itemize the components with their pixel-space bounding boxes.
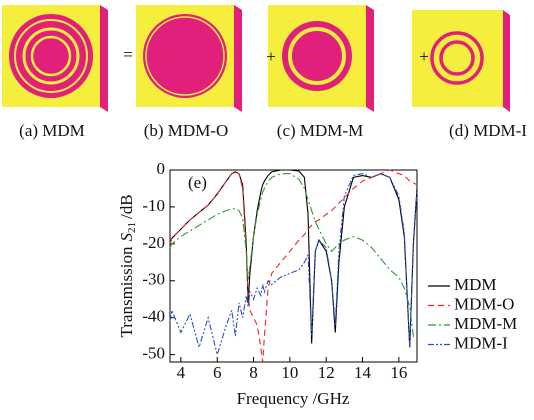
panel-label: (d) MDM-I [449,121,527,140]
y-tick-label: -10 [142,196,165,215]
panel-label: (b) MDM-O [144,121,229,140]
y-tick-label: -50 [142,344,165,363]
y-label-unit: /dB [117,194,136,219]
x-tick-label: 16 [390,363,407,382]
y-tick-label: -20 [142,233,165,252]
x-tick-label: 12 [318,363,335,382]
y-axis-label: Transmission S21/dB [117,194,138,337]
y-tick-label: -40 [142,307,165,326]
legend-label: MDM-M [454,314,517,333]
x-tick-label: 6 [213,363,222,382]
x-tick-label: 4 [177,363,186,382]
series-line [169,169,418,348]
legend-label: MDM-O [454,294,514,313]
plot-frame [169,169,418,363]
y-tick-label: 0 [157,159,166,178]
panel-label: (c) MDM-M [277,121,363,140]
legend-label: MDM-I [454,333,508,352]
series-line [169,173,418,357]
x-tick-label: 8 [249,363,258,382]
y-label-subscript: 21 [126,222,138,233]
x-tick-label: 10 [281,363,298,382]
series-line [169,173,418,338]
y-label-text: Transmission [117,246,136,338]
operator: + [419,47,429,66]
annotation: (e) [188,173,207,192]
series-line [169,169,418,363]
legend-label: MDM [454,275,497,294]
x-axis-label: Frequency /GHz [237,389,350,408]
panel-label: (a) MDM [19,121,85,140]
x-tick-label: 14 [354,363,372,382]
operator: + [266,47,276,66]
diagram-mdm-o [136,5,242,112]
y-tick-label: -30 [142,270,165,289]
diagram-mdm-i [412,10,510,112]
diagram-mdm [2,5,108,112]
operator: = [123,45,133,64]
diagram-mdm-m [268,5,374,112]
y-label-symbol: S [117,233,136,242]
